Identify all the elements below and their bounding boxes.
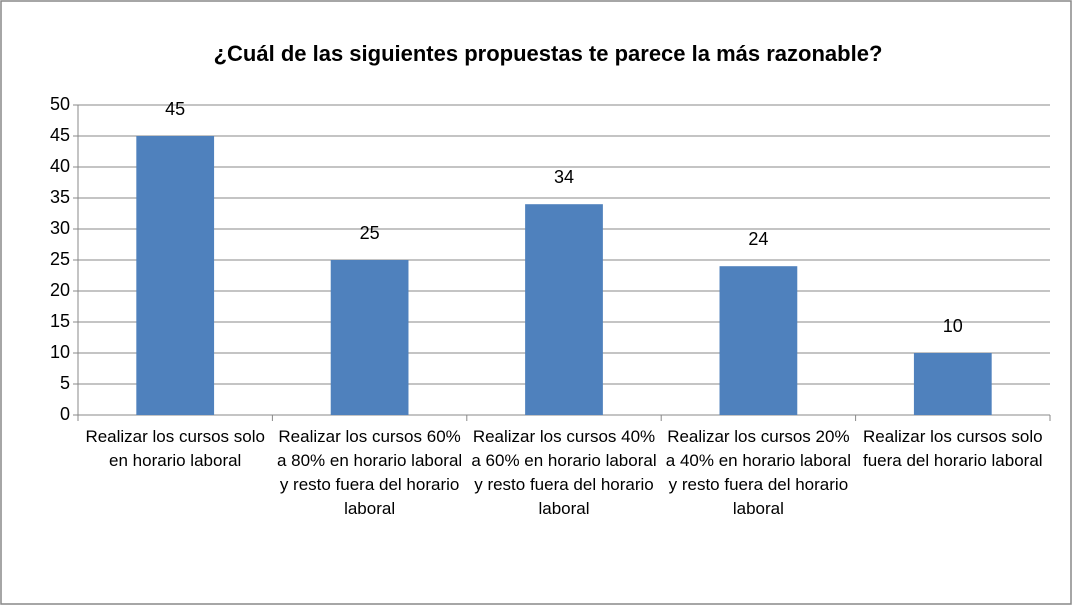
x-label-box: Realizar los cursos 60% a 80% en horario… — [276, 427, 463, 518]
chart-title: ¿Cuál de las siguientes propuestas te pa… — [214, 41, 883, 66]
x-label-box: Realizar los cursos solo en horario labo… — [85, 427, 265, 470]
value-label: 10 — [943, 316, 963, 336]
value-label: 24 — [748, 229, 768, 249]
y-tick-label: 30 — [50, 218, 70, 238]
x-tick-label: Realizar los cursos 20% a 40% en horario… — [665, 427, 851, 518]
y-tick-label: 50 — [50, 94, 70, 114]
x-tick-label: Realizar los cursos 60% a 80% en horario… — [276, 427, 463, 518]
y-tick-label: 20 — [50, 280, 70, 300]
y-tick-label: 35 — [50, 187, 70, 207]
y-tick-label: 0 — [60, 404, 70, 424]
value-label: 34 — [554, 167, 574, 187]
bar — [913, 353, 992, 415]
value-label: 25 — [360, 223, 380, 243]
y-tick-label: 15 — [50, 311, 70, 331]
x-label-box: Realizar los cursos 20% a 40% en horario… — [665, 427, 851, 518]
y-tick-label: 40 — [50, 156, 70, 176]
x-tick-label: Realizar los cursos solo fuera del horar… — [863, 427, 1043, 470]
bar — [136, 136, 215, 415]
value-label: 45 — [165, 99, 185, 119]
bar — [719, 266, 798, 415]
y-tick-label: 25 — [50, 249, 70, 269]
y-tick-label: 10 — [50, 342, 70, 362]
x-label-box: Realizar los cursos 40% a 60% en horario… — [471, 427, 657, 518]
y-tick-label: 45 — [50, 125, 70, 145]
bar — [525, 204, 603, 415]
x-label-box: Realizar los cursos solo fuera del horar… — [863, 427, 1043, 470]
x-tick-label: Realizar los cursos 40% a 60% en horario… — [471, 427, 657, 518]
y-tick-label: 5 — [60, 373, 70, 393]
x-tick-label: Realizar los cursos solo en horario labo… — [85, 427, 265, 470]
bar — [330, 260, 409, 415]
